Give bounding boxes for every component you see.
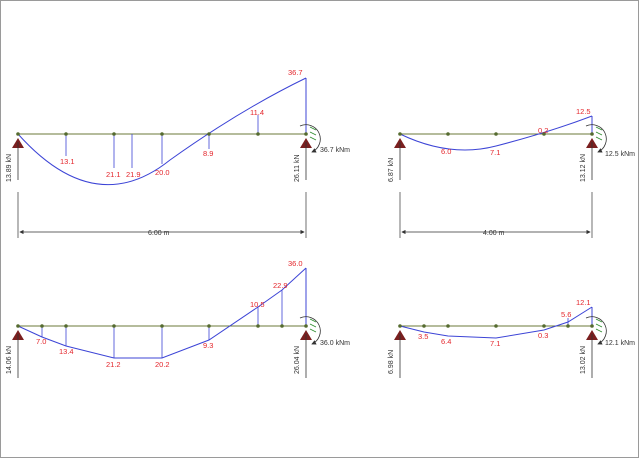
- wall-hatch-icon: [309, 318, 317, 333]
- node-point: [422, 324, 426, 328]
- moment-label: 13.1: [60, 157, 75, 166]
- node-point: [160, 324, 164, 328]
- node-point: [280, 324, 284, 328]
- wall-hatch-icon: [309, 126, 317, 141]
- wall-hatch-icon: [595, 126, 603, 141]
- node-point: [542, 132, 546, 136]
- node-point: [16, 132, 20, 136]
- moment-label: 21.9: [126, 170, 141, 179]
- left-reaction-label: 13.89 kN: [6, 154, 13, 182]
- moment-reaction-label: 12.5 kNm: [605, 151, 635, 158]
- node-point: [160, 132, 164, 136]
- moment-label: 13.4: [59, 347, 74, 356]
- moment-label: 11.4: [250, 108, 264, 117]
- node-point: [304, 324, 308, 328]
- moment-label: 7.1: [490, 148, 500, 157]
- wall-hatch-icon: [595, 318, 603, 333]
- moment-arc-icon: [585, 124, 607, 153]
- node-point: [566, 324, 570, 328]
- diagram-1: 13.1 21.1 21.9 20.0 8.9 11.4 36.7 13.89 …: [6, 68, 350, 238]
- moment-arc-icon: [299, 316, 321, 345]
- node-point: [256, 132, 260, 136]
- node-point: [542, 324, 546, 328]
- node-point: [112, 324, 116, 328]
- right-reaction-label: 13.12 kN: [580, 154, 587, 182]
- moment-label: 0.3: [538, 331, 548, 340]
- moment-label: 7.1: [490, 339, 500, 348]
- moment-label: 36.7: [288, 68, 303, 77]
- moment-reaction-label: 36.0 kNm: [320, 340, 350, 347]
- node-point: [64, 324, 68, 328]
- right-reaction-label: 13.02 kN: [580, 346, 587, 374]
- node-point: [446, 324, 450, 328]
- moment-label: 3.5: [418, 332, 428, 341]
- moment-label: 9.3: [203, 341, 213, 350]
- diagram-4: 3.5 6.4 7.1 0.3 5.6 12.1 6.98 kN 13.02 k…: [388, 298, 635, 378]
- moment-reaction-label: 12.1 kNm: [605, 340, 635, 347]
- moment-label: 6.4: [441, 337, 451, 346]
- moment-label: 36.0: [288, 259, 303, 268]
- node-point: [112, 132, 116, 136]
- moment-label: 0.2: [538, 126, 548, 135]
- node-point: [256, 324, 260, 328]
- node-point: [304, 132, 308, 136]
- moment-label: 12.5: [576, 107, 591, 116]
- diagram-3: 7.0 13.4 21.2 20.2 9.3 10.5 22.9 36.0 14…: [6, 259, 350, 378]
- moment-label: 22.9: [273, 281, 288, 290]
- diagram-2: 6.0 7.1 0.2 12.5 6.87 kN 13.12 kN 12.5 k…: [388, 107, 635, 238]
- moment-label: 8.9: [203, 149, 213, 158]
- moment-label: 20.2: [155, 360, 170, 369]
- node-point: [40, 324, 44, 328]
- node-point: [590, 132, 594, 136]
- moment-label: 12.1: [576, 298, 591, 307]
- moment-label: 21.2: [106, 360, 121, 369]
- moment-label: 20.0: [155, 168, 170, 177]
- node-point: [590, 324, 594, 328]
- moment-label: 10.5: [250, 300, 265, 309]
- moment-arc-icon: [585, 316, 607, 345]
- node-point: [494, 324, 498, 328]
- moment-label: 21.1: [106, 170, 121, 179]
- moment-curve: [399, 115, 593, 151]
- moment-curve: [17, 77, 307, 186]
- node-point: [64, 132, 68, 136]
- right-reaction-label: 26.11 kN: [294, 155, 301, 183]
- span-label: 6.00 m: [148, 230, 170, 237]
- node-point: [398, 132, 402, 136]
- span-label: 4.00 m: [483, 230, 505, 237]
- moment-label: 5.6: [561, 310, 571, 319]
- node-point: [398, 324, 402, 328]
- node-point: [446, 132, 450, 136]
- node-point: [16, 324, 20, 328]
- node-point: [494, 132, 498, 136]
- left-reaction-label: 6.87 kN: [388, 158, 395, 182]
- node-point: [207, 132, 211, 136]
- moment-arc-icon: [299, 124, 321, 153]
- left-reaction-label: 6.98 kN: [388, 350, 395, 374]
- left-reaction-label: 14.06 kN: [6, 346, 13, 374]
- moment-reaction-label: 36.7 kNm: [320, 147, 350, 154]
- moment-label: 6.0: [441, 147, 451, 156]
- node-point: [207, 324, 211, 328]
- moment-label: 7.0: [36, 337, 46, 346]
- right-reaction-label: 26.04 kN: [294, 346, 301, 374]
